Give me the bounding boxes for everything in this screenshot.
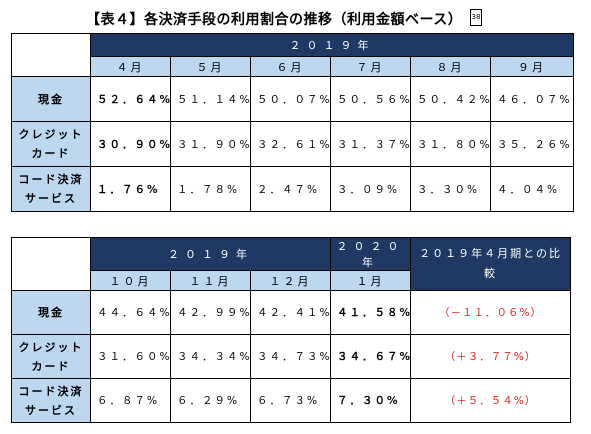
table-cell: ６．２９% bbox=[170, 378, 251, 423]
usage-table-2019-h2: ２０１９年 ２０２０年 ２０１９年４月期との比較 １０月 １１月 １２月 １月 … bbox=[11, 237, 572, 423]
corner-cell bbox=[11, 33, 91, 77]
table-cell: ３１．６０% bbox=[90, 334, 171, 379]
table-cell: ３１．８０% bbox=[410, 121, 491, 167]
table-title: 【表４】各決済手段の利用割合の推移（利用金額ベース） bbox=[86, 12, 463, 28]
comparison-cell: （＋３．７７%） bbox=[410, 334, 572, 379]
table-cell: ４４．６４% bbox=[90, 290, 171, 335]
table-cell: ４６．０７% bbox=[489, 76, 575, 122]
table-cell: １．７８% bbox=[170, 166, 251, 212]
table-cell: ３４．３４% bbox=[170, 334, 251, 379]
row-label-cash: 現金 bbox=[11, 290, 91, 335]
table-cell: ４２．９９% bbox=[170, 290, 251, 335]
month-header: ５月 bbox=[170, 56, 251, 77]
row-label-cash: 現金 bbox=[11, 76, 91, 122]
table-cell: ３１．３７% bbox=[330, 121, 411, 167]
month-header: ６月 bbox=[250, 56, 331, 77]
table-cell: ５０．４２% bbox=[410, 76, 491, 122]
table-row: コード決済 サービス ６．８７% ６．２９% ６．７３% ７．３０% （＋５．５… bbox=[11, 378, 572, 423]
month-header: １１月 bbox=[170, 270, 251, 291]
month-header: ７月 bbox=[330, 56, 411, 77]
table-cell: ７．３０% bbox=[330, 378, 412, 423]
table-cell: ３．３０% bbox=[410, 166, 491, 212]
year-header: ２０２０年 bbox=[330, 237, 412, 271]
table-cell: ４１．５８% bbox=[330, 290, 412, 335]
footnote-marker[interactable]: 38 bbox=[470, 9, 482, 26]
comparison-cell: （＋５．５４%） bbox=[410, 378, 572, 423]
table-cell: ５１．１４% bbox=[170, 76, 251, 122]
table-cell: ３１．９０% bbox=[170, 121, 251, 167]
month-header: １月 bbox=[330, 270, 412, 291]
table-cell: ５２．６４% bbox=[90, 76, 171, 122]
year-header: ２０１９年 bbox=[89, 33, 575, 57]
month-header: １２月 bbox=[249, 270, 332, 291]
table-cell: ３０．９０% bbox=[90, 121, 171, 167]
comparison-cell: （－１１．０６%） bbox=[410, 290, 572, 335]
month-header: ８月 bbox=[410, 56, 491, 77]
table-cell: ３．０９% bbox=[330, 166, 411, 212]
table-cell: ３５．２６% bbox=[489, 121, 575, 167]
table-cell: ３２．６１% bbox=[250, 121, 331, 167]
table-row: クレジット カード ３０．９０% ３１．９０% ３２．６１% ３１．３７% ３１… bbox=[11, 121, 575, 167]
year-header: ２０１９年 bbox=[89, 237, 332, 271]
table-cell: ４．０４% bbox=[489, 166, 575, 212]
month-header: ４月 bbox=[90, 56, 171, 77]
table-cell: ５０．５６% bbox=[330, 76, 411, 122]
corner-cell bbox=[11, 237, 91, 291]
table-row: 現金 ５２．６４% ５１．１４% ５０．０７% ５０．５６% ５０．４２% ４６… bbox=[11, 76, 575, 122]
table-row: クレジット カード ３１．６０% ３４．３４% ３４．７３% ３４．６７% （＋… bbox=[11, 334, 572, 379]
row-label-code-payment: コード決済 サービス bbox=[11, 378, 91, 423]
table-cell: ３４．７３% bbox=[249, 334, 332, 379]
row-label-code-payment: コード決済 サービス bbox=[11, 166, 91, 212]
table-row: コード決済 サービス １．７６% １．７８% ２．４７% ３．０９% ３．３０%… bbox=[11, 166, 575, 212]
table-row: 現金 ４４．６４% ４２．９９% ４２．４１% ４１．５８% （－１１．０６%） bbox=[11, 290, 572, 335]
row-label-credit-card: クレジット カード bbox=[11, 334, 91, 379]
comparison-header: ２０１９年４月期との比較 bbox=[410, 237, 572, 291]
table-cell: ２．４７% bbox=[250, 166, 331, 212]
month-header: １０月 bbox=[90, 270, 171, 291]
table-cell: ６．７３% bbox=[249, 378, 332, 423]
table-cell: ５０．０７% bbox=[250, 76, 331, 122]
usage-table-2019-h1: ２０１９年 ４月 ５月 ６月 ７月 ８月 ９月 現金 ５２．６４% ５１．１４%… bbox=[11, 33, 575, 212]
table-cell: ３４．６７% bbox=[330, 334, 412, 379]
row-label-credit-card: クレジット カード bbox=[11, 121, 91, 167]
table-cell: ６．８７% bbox=[90, 378, 171, 423]
table-cell: １．７６% bbox=[90, 166, 171, 212]
month-header: ９月 bbox=[489, 56, 575, 77]
table-cell: ４２．４１% bbox=[249, 290, 332, 335]
